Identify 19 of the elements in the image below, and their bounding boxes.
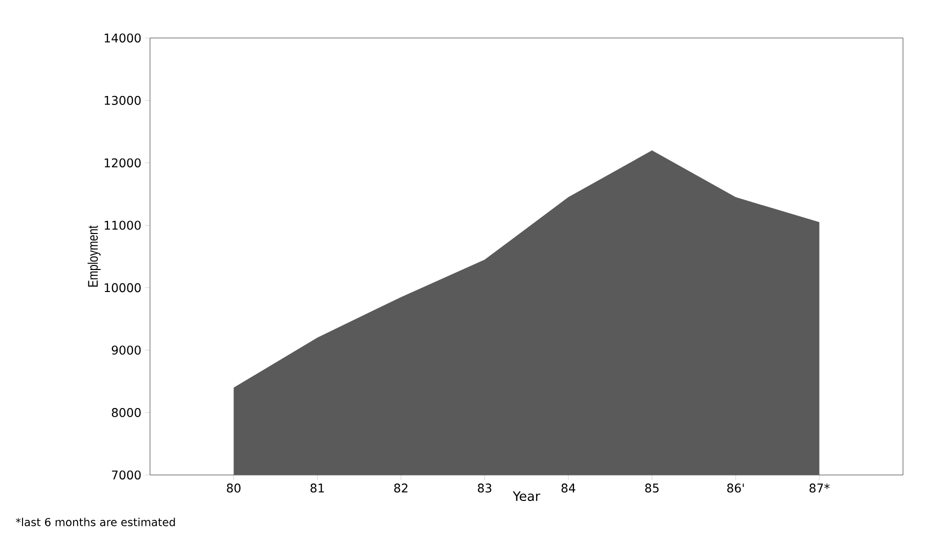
x-tick-label: 87* [810, 484, 830, 493]
x-tick-label: 82 [394, 484, 408, 493]
x-tick-label: 86' [727, 484, 744, 493]
y-tick-label: 9000 [112, 346, 141, 355]
x-tick-label: 81 [310, 484, 324, 493]
x-tick-label: 84 [562, 484, 576, 493]
text: *last 6 months are estimated [16, 518, 175, 526]
y-tick-label: 11000 [104, 220, 141, 230]
x-axis-title: Year [512, 491, 540, 502]
x-tick-label: 80 [226, 484, 240, 493]
y-tick-label: 7000 [112, 470, 141, 480]
y-axis-title: Employment [88, 226, 101, 287]
y-tick-label: 10000 [104, 283, 141, 292]
x-tick-label: 85 [645, 484, 659, 493]
y-tick-label: 13000 [104, 96, 141, 105]
y-tick-label: 12000 [104, 158, 141, 168]
y-tick-label: 8000 [112, 408, 141, 418]
x-tick-label: 83 [478, 484, 492, 493]
y-tick-label: 14000 [104, 33, 141, 43]
